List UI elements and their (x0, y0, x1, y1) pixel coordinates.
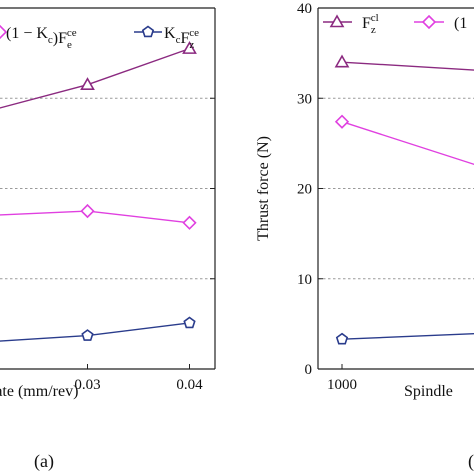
series-line-fz (0, 322, 190, 342)
legend-label-fz: KcFzce (164, 25, 199, 51)
series-line-fcl (0, 47, 190, 109)
legend-label-fcl: Fzcl (362, 12, 379, 36)
legend-marker-fe (421, 14, 437, 30)
data-point-fz (81, 329, 94, 341)
y-tick-label: 30 (297, 91, 312, 107)
data-point-fcl (80, 77, 95, 91)
series-line-fcl (341, 61, 474, 71)
legend-label-fe: (1 − Kc)Fece (6, 25, 77, 51)
y-tick-label: 10 (297, 272, 312, 288)
y-tick-label: 20 (297, 182, 312, 198)
series-line-fe (0, 210, 190, 224)
series-line-fe (341, 121, 474, 166)
panel-a-chart: 0.03 0.04 rate (mm/rev) (a) (1 − Kc)Fece KcFz… (0, 7, 216, 472)
y-axis-label: Thrust force (N) (255, 136, 272, 241)
x-axis-label: rate (mm/rev) (0, 383, 78, 400)
panel-label-b: ( (468, 451, 474, 472)
legend-marker-fe (0, 24, 8, 40)
y-tick-label: 40 (297, 1, 312, 17)
data-point-fz (183, 316, 196, 329)
data-point-fe (334, 114, 350, 129)
x-tick-label: 1000 (327, 377, 357, 393)
series-line-fz (341, 332, 474, 340)
legend-marker-fcl (329, 14, 345, 28)
panel-b-chart: 0 10 20 30 40 Thrust force (N) 1000 Spindle ( Fzc… (255, 1, 474, 472)
legend-marker-fz (141, 25, 155, 38)
data-point-fcl (334, 54, 350, 68)
data-point-fe (80, 203, 95, 219)
panel-label-a: (a) (34, 451, 54, 472)
legend-label-fe: (1 (454, 15, 467, 32)
y-tick-label: 0 (305, 362, 313, 378)
data-point-fcl (182, 41, 197, 54)
x-tick-label: 0.03 (74, 377, 100, 393)
data-point-fz (335, 332, 349, 345)
x-tick-label: 0.04 (176, 377, 203, 393)
x-axis-label: Spindle (404, 383, 453, 400)
data-point-fe (182, 215, 197, 230)
